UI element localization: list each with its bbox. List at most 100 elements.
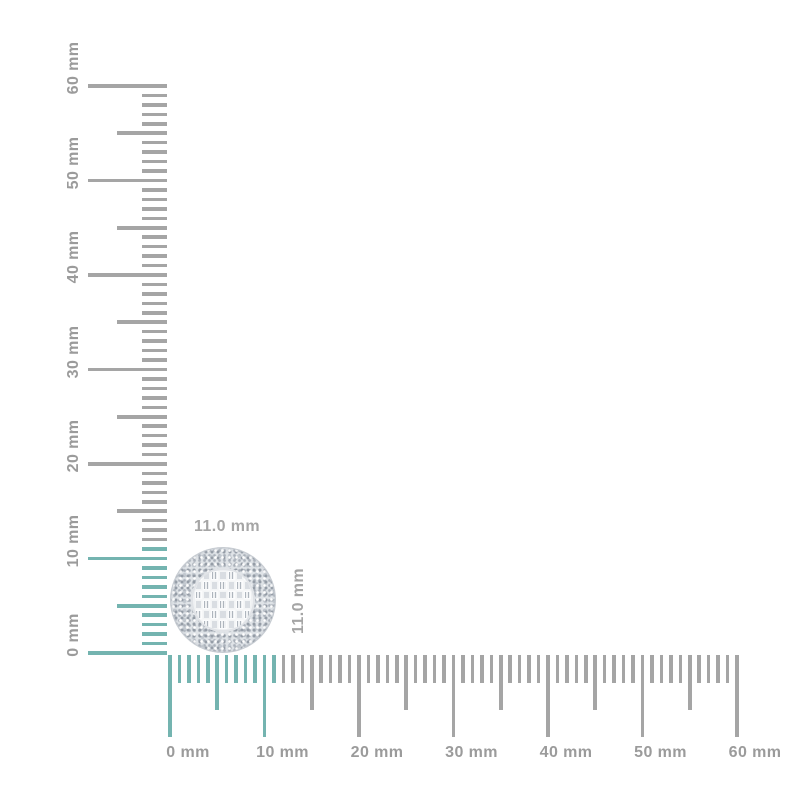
vertical-ruler-tick-mid — [117, 320, 167, 325]
vertical-ruler-tick-major — [88, 462, 167, 466]
baguette-diamond-grid — [195, 571, 251, 629]
baguette-cell — [195, 580, 203, 590]
earring-center-disk — [191, 568, 255, 632]
vertical-ruler-tick-minor — [142, 490, 167, 495]
vertical-ruler-tick-minor — [142, 235, 167, 239]
horizontal-ruler-label: 60 mm — [728, 744, 782, 761]
vertical-ruler-tick-major — [88, 273, 167, 277]
baguette-cell — [203, 580, 211, 590]
horizontal-ruler-tick-minor — [565, 655, 569, 683]
vertical-ruler-tick-minor — [142, 471, 167, 476]
horizontal-ruler-tick-minor — [177, 655, 182, 683]
vertical-ruler-tick-minor — [142, 405, 167, 410]
vertical-ruler-tick-minor — [142, 481, 167, 485]
horizontal-ruler-tick-minor — [470, 655, 475, 683]
baguette-cell — [235, 600, 243, 610]
vertical-ruler-tick-minor — [142, 518, 167, 523]
baguette-cell — [195, 610, 203, 620]
horizontal-ruler-tick-major — [168, 655, 172, 737]
horizontal-ruler-tick-minor — [508, 655, 512, 683]
vertical-ruler-tick-minor — [142, 443, 167, 447]
vertical-ruler-tick-mid — [117, 509, 167, 514]
horizontal-ruler-tick-minor — [706, 655, 711, 683]
horizontal-ruler-tick-minor — [224, 655, 229, 683]
vertical-ruler-tick-major — [88, 556, 167, 561]
vertical-ruler-tick-minor — [142, 254, 167, 258]
horizontal-ruler-tick-minor — [347, 655, 352, 683]
vertical-ruler-tick-minor — [142, 93, 167, 98]
vertical-ruler-tick-minor — [142, 216, 167, 221]
vertical-ruler-tick-minor — [142, 301, 167, 306]
horizontal-ruler-tick-minor — [659, 655, 664, 683]
horizontal-ruler-tick-mid — [215, 655, 220, 710]
horizontal-ruler-tick-minor — [716, 655, 720, 683]
vertical-ruler-tick-minor — [142, 169, 167, 173]
horizontal-ruler-tick-minor — [338, 655, 342, 683]
baguette-cell — [219, 571, 227, 580]
baguette-cell — [235, 620, 243, 629]
vertical-ruler-tick-mid — [117, 414, 167, 419]
horizontal-ruler-tick-minor — [206, 655, 210, 683]
baguette-cell — [227, 590, 235, 600]
horizontal-ruler-tick-minor — [461, 655, 465, 683]
baguette-cell — [211, 571, 219, 580]
baguette-cell — [227, 580, 235, 590]
baguette-cell — [195, 571, 203, 580]
baguette-cell — [235, 571, 243, 580]
horizontal-ruler-label: 20 mm — [350, 744, 404, 761]
horizontal-ruler-tick-mid — [404, 655, 409, 710]
horizontal-ruler-tick-minor — [527, 655, 531, 683]
vertical-ruler-tick-minor — [142, 339, 167, 343]
baguette-cell — [227, 571, 235, 580]
horizontal-ruler-tick-minor — [187, 655, 191, 683]
vertical-ruler-tick-minor — [142, 244, 167, 249]
baguette-cell — [243, 590, 251, 600]
horizontal-ruler-tick-major — [451, 655, 456, 737]
horizontal-ruler-tick-minor — [669, 655, 673, 683]
horizontal-ruler-tick-minor — [432, 655, 437, 683]
horizontal-ruler-tick-minor — [234, 655, 238, 683]
horizontal-ruler-label: 10 mm — [256, 744, 309, 761]
vertical-ruler-tick-minor — [142, 197, 167, 202]
vertical-ruler-label: 20 mm — [65, 419, 82, 473]
baguette-cell — [211, 580, 219, 590]
horizontal-ruler-tick-major — [546, 655, 550, 737]
baguette-cell — [219, 590, 227, 600]
horizontal-ruler-tick-major — [357, 655, 361, 737]
horizontal-ruler-tick-minor — [385, 655, 390, 683]
horizontal-ruler-label: 0 mm — [166, 744, 210, 761]
horizontal-ruler-tick-minor — [328, 655, 333, 683]
vertical-ruler-tick-major — [88, 84, 167, 88]
horizontal-ruler-tick-minor — [584, 655, 588, 683]
baguette-cell — [243, 580, 251, 590]
horizontal-ruler-tick-mid — [687, 655, 692, 710]
horizontal-ruler-tick-minor — [555, 655, 560, 683]
vertical-ruler-tick-minor — [142, 140, 167, 145]
vertical-ruler-tick-minor — [142, 547, 167, 551]
vertical-ruler-tick-minor — [142, 566, 167, 570]
vertical-ruler-tick-mid — [117, 225, 167, 230]
horizontal-ruler-label: 50 mm — [634, 744, 687, 761]
baguette-cell — [211, 590, 219, 600]
horizontal-ruler-tick-major — [262, 655, 267, 737]
vertical-ruler-tick-minor — [142, 452, 167, 457]
vertical-ruler-tick-minor — [142, 537, 167, 542]
horizontal-ruler-tick-minor — [243, 655, 248, 683]
vertical-ruler-tick-minor — [142, 641, 167, 646]
vertical-ruler-tick-minor — [142, 112, 167, 117]
vertical-ruler-tick-mid — [117, 603, 167, 608]
horizontal-ruler-tick-minor — [395, 655, 399, 683]
vertical-ruler-tick-minor — [142, 311, 167, 315]
baguette-cell — [227, 620, 235, 629]
baguette-cell — [219, 580, 227, 590]
horizontal-ruler-tick-minor — [423, 655, 427, 683]
vertical-ruler-label: 30 mm — [65, 325, 82, 378]
vertical-ruler-label: 60 mm — [65, 41, 82, 95]
horizontal-ruler-tick-major — [640, 655, 645, 737]
baguette-cell — [219, 620, 227, 629]
vertical-ruler-tick-minor — [142, 575, 167, 580]
horizontal-ruler-tick-minor — [480, 655, 484, 683]
vertical-ruler-tick-minor — [142, 585, 167, 589]
baguette-cell — [195, 620, 203, 629]
